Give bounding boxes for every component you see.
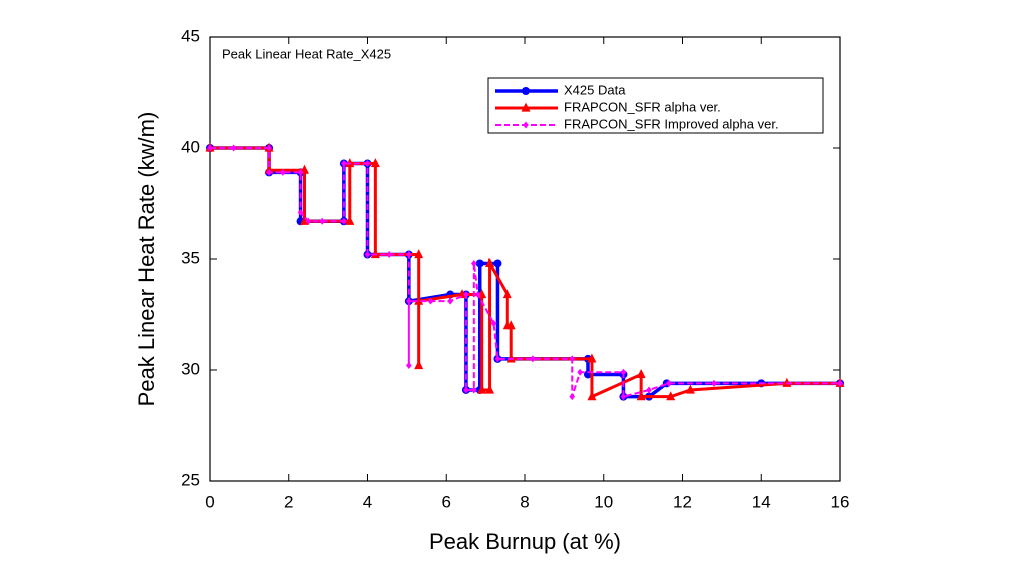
marker bbox=[319, 217, 326, 225]
y-tick-label: 25 bbox=[181, 470, 200, 489]
marker bbox=[447, 297, 453, 305]
marker bbox=[266, 144, 272, 152]
marker bbox=[477, 384, 487, 394]
marker bbox=[620, 393, 627, 401]
series-line bbox=[210, 147, 840, 398]
y-tick-label: 35 bbox=[181, 248, 200, 267]
marker bbox=[587, 391, 597, 401]
marker bbox=[414, 249, 424, 259]
marker bbox=[475, 259, 484, 268]
x-tick-label: 14 bbox=[752, 492, 771, 511]
marker bbox=[636, 391, 646, 401]
marker bbox=[280, 168, 286, 176]
y-tick-label: 30 bbox=[181, 359, 200, 378]
x-tick-label: 6 bbox=[442, 492, 451, 511]
marker bbox=[569, 355, 576, 363]
marker bbox=[297, 208, 304, 216]
marker bbox=[587, 353, 597, 363]
marker bbox=[490, 319, 497, 327]
marker bbox=[666, 391, 676, 401]
marker bbox=[471, 259, 477, 267]
series-line bbox=[210, 146, 840, 399]
legend-marker bbox=[523, 121, 529, 129]
marker bbox=[493, 259, 502, 268]
marker bbox=[711, 379, 717, 387]
marker bbox=[530, 355, 536, 363]
marker bbox=[406, 251, 412, 259]
marker bbox=[297, 168, 304, 176]
marker bbox=[427, 297, 434, 305]
legend-label: FRAPCON_SFR alpha ver. bbox=[564, 99, 721, 114]
marker bbox=[485, 384, 495, 394]
marker bbox=[406, 362, 412, 370]
y-tick-label: 40 bbox=[181, 137, 200, 156]
marker bbox=[485, 258, 495, 268]
marker bbox=[463, 386, 469, 394]
marker bbox=[837, 379, 843, 387]
marker bbox=[494, 355, 501, 363]
x-tick-label: 4 bbox=[363, 492, 372, 511]
marker bbox=[341, 217, 347, 225]
marker bbox=[341, 160, 347, 168]
marker bbox=[345, 215, 355, 225]
marker bbox=[364, 251, 371, 259]
marker bbox=[305, 217, 312, 225]
marker bbox=[386, 251, 392, 259]
marker bbox=[506, 320, 516, 330]
x-tick-label: 0 bbox=[205, 492, 214, 511]
y-axis-label: Peak Linear Heat Rate (kw/m) bbox=[134, 112, 159, 407]
marker bbox=[406, 297, 412, 305]
legend-marker bbox=[522, 87, 530, 95]
marker bbox=[577, 368, 583, 376]
y-tick-label: 45 bbox=[181, 26, 200, 45]
marker bbox=[620, 368, 627, 376]
chart-title: Peak Linear Heat Rate_X425 bbox=[222, 46, 391, 61]
marker bbox=[502, 289, 512, 299]
legend-marker bbox=[521, 102, 531, 112]
marker bbox=[471, 386, 477, 394]
legend-box bbox=[487, 77, 824, 134]
marker bbox=[463, 291, 469, 299]
marker bbox=[569, 393, 576, 401]
x-tick-label: 12 bbox=[673, 492, 692, 511]
marker bbox=[685, 384, 695, 394]
marker bbox=[266, 168, 272, 176]
legend-label: X425 Data bbox=[564, 82, 626, 97]
marker bbox=[230, 144, 237, 152]
x-tick-label: 8 bbox=[520, 492, 529, 511]
marker bbox=[364, 160, 371, 168]
marker bbox=[370, 158, 380, 168]
x-tick-label: 16 bbox=[831, 492, 850, 511]
x-axis-label: Peak Burnup (at %) bbox=[429, 529, 621, 554]
marker bbox=[646, 386, 652, 394]
marker bbox=[207, 144, 213, 152]
x-tick-label: 2 bbox=[284, 492, 293, 511]
marker bbox=[414, 295, 424, 305]
marker bbox=[414, 360, 424, 370]
marker bbox=[474, 291, 481, 299]
x-tick-label: 10 bbox=[594, 492, 613, 511]
legend-label: FRAPCON_SFR Improved alpha ver. bbox=[564, 116, 779, 131]
marker bbox=[636, 369, 646, 379]
marker bbox=[665, 379, 672, 387]
